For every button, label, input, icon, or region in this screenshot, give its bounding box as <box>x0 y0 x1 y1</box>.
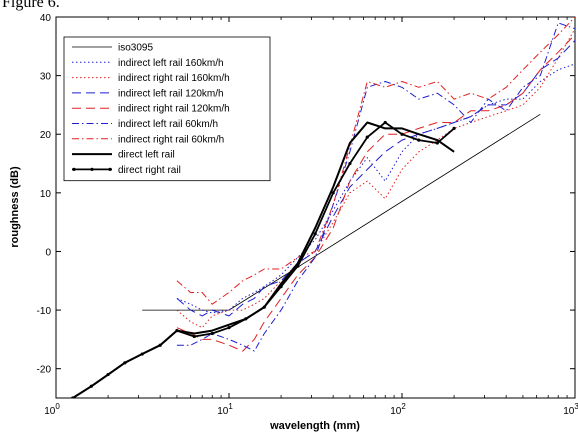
series-point-9 <box>192 334 196 339</box>
x-tick-label: 103 <box>563 402 578 417</box>
legend-box <box>63 36 271 182</box>
series-point-9 <box>123 361 127 365</box>
figure-caption: Figure 6. <box>2 0 60 11</box>
series-point-9 <box>417 138 421 142</box>
series-point-9 <box>348 161 352 166</box>
series-line-6 <box>176 22 575 352</box>
series-point-9 <box>452 126 456 130</box>
series-point-9 <box>313 232 317 236</box>
legend-label-1: iso3095 <box>118 43 153 54</box>
series-point-9 <box>365 135 369 139</box>
legend-marker-9 <box>108 167 112 171</box>
series-point-9 <box>383 120 387 125</box>
legend-label-9: direct right rail <box>118 165 181 176</box>
legend-label-4: indirect left rail 120km/h <box>118 88 224 99</box>
series-point-9 <box>400 132 404 136</box>
series-point-9 <box>279 285 283 289</box>
x-axis-label: wavelength (mm) <box>269 420 360 432</box>
legend-label-2: indirect left rail 160km/h <box>118 58 224 69</box>
series-point-9 <box>89 384 93 388</box>
y-tick-label: 0 <box>45 247 51 258</box>
series-layer <box>71 17 575 398</box>
x-tick-label: 101 <box>217 402 233 417</box>
legend-label-6: indirect left rail 60km/h <box>118 119 218 130</box>
series-point-9 <box>175 328 179 333</box>
series-line-1 <box>142 113 541 311</box>
legend-label-7: indirect right rail 60km/h <box>118 134 224 145</box>
y-axis-label: roughness (dB) <box>9 166 21 248</box>
series-point-9 <box>227 326 231 330</box>
series-point-9 <box>71 396 75 398</box>
series-point-9 <box>158 343 162 347</box>
y-tick-label: 40 <box>40 13 52 24</box>
series-point-9 <box>262 305 266 309</box>
series-point-9 <box>106 372 110 377</box>
series-point-9 <box>435 141 439 145</box>
series-line-4 <box>176 40 575 317</box>
series-point-9 <box>140 352 144 356</box>
series-line-7 <box>176 17 575 305</box>
series-point-9 <box>210 331 214 336</box>
legend: iso3095 indirect left rail 160km/h indirec… <box>63 36 271 182</box>
series-point-9 <box>296 264 300 268</box>
x-tick-label: 100 <box>44 402 60 417</box>
y-tick-label: 20 <box>40 130 52 141</box>
y-tick-label: -10 <box>37 306 52 317</box>
legend-label-3: indirect right rail 160km/h <box>118 73 230 84</box>
legend-marker-9 <box>72 167 76 171</box>
axis-ticks: 100 101 102 103 -20 -10 0 10 20 30 40 <box>37 13 578 417</box>
series-line-5 <box>176 34 575 352</box>
y-tick-label: 10 <box>40 189 52 200</box>
legend-label-8: direct left rail <box>118 150 175 161</box>
y-tick-label: -20 <box>37 365 52 376</box>
series-point-9 <box>331 191 335 195</box>
x-tick-label: 102 <box>390 402 406 417</box>
y-tick-label: 30 <box>40 72 52 83</box>
series-point-9 <box>244 317 248 321</box>
legend-marker-9 <box>90 167 94 171</box>
legend-label-5: indirect right rail 120km/h <box>118 104 230 115</box>
